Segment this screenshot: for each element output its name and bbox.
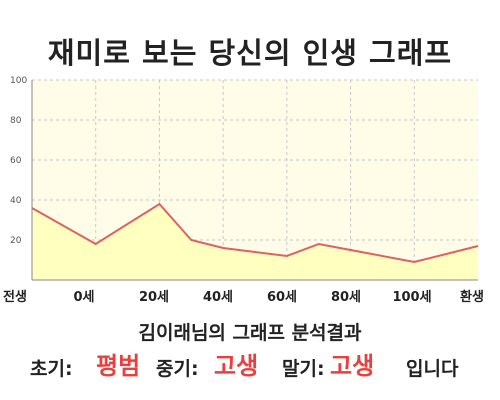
- x-tick-label: 20세: [139, 290, 169, 305]
- late-value: 고생: [330, 352, 375, 380]
- analysis-subtitle: 김이래님의 그래프 분석결과: [138, 322, 362, 344]
- x-tick-label: 40세: [203, 290, 233, 305]
- x-tick-label: 0세: [73, 290, 94, 305]
- early-label: 초기:: [30, 358, 73, 380]
- middle-label: 중기:: [156, 358, 199, 380]
- x-tick-label: 환생: [460, 289, 484, 305]
- ending-text: 입니다: [406, 358, 459, 380]
- x-tick-label: 전생: [3, 289, 27, 305]
- y-tick-label: 20: [10, 236, 22, 246]
- y-tick-label: 40: [10, 196, 22, 206]
- late-label: 말기:: [282, 358, 325, 380]
- analysis-result: 초기: 평범 중기: 고생 말기: 고생 입니다: [0, 346, 500, 382]
- x-tick-label: 80세: [331, 290, 361, 305]
- x-tick-label: 100세: [392, 290, 431, 305]
- x-tick-label: 60세: [267, 290, 297, 305]
- middle-value: 고생: [214, 352, 259, 380]
- x-tick-labels: 전생 0세 20세 40세 60세 80세 100세 환생: [3, 289, 484, 305]
- early-value: 평범: [96, 352, 141, 380]
- y-tick-label: 80: [10, 116, 22, 126]
- life-area: [32, 204, 478, 280]
- y-tick-label: 100: [10, 76, 27, 86]
- y-tick-labels: 20 40 60 80 100: [10, 76, 27, 246]
- life-line: [31, 202, 479, 264]
- y-tick-label: 60: [10, 156, 22, 166]
- page-title: 재미로 보는 당신의 인생 그래프: [47, 36, 453, 70]
